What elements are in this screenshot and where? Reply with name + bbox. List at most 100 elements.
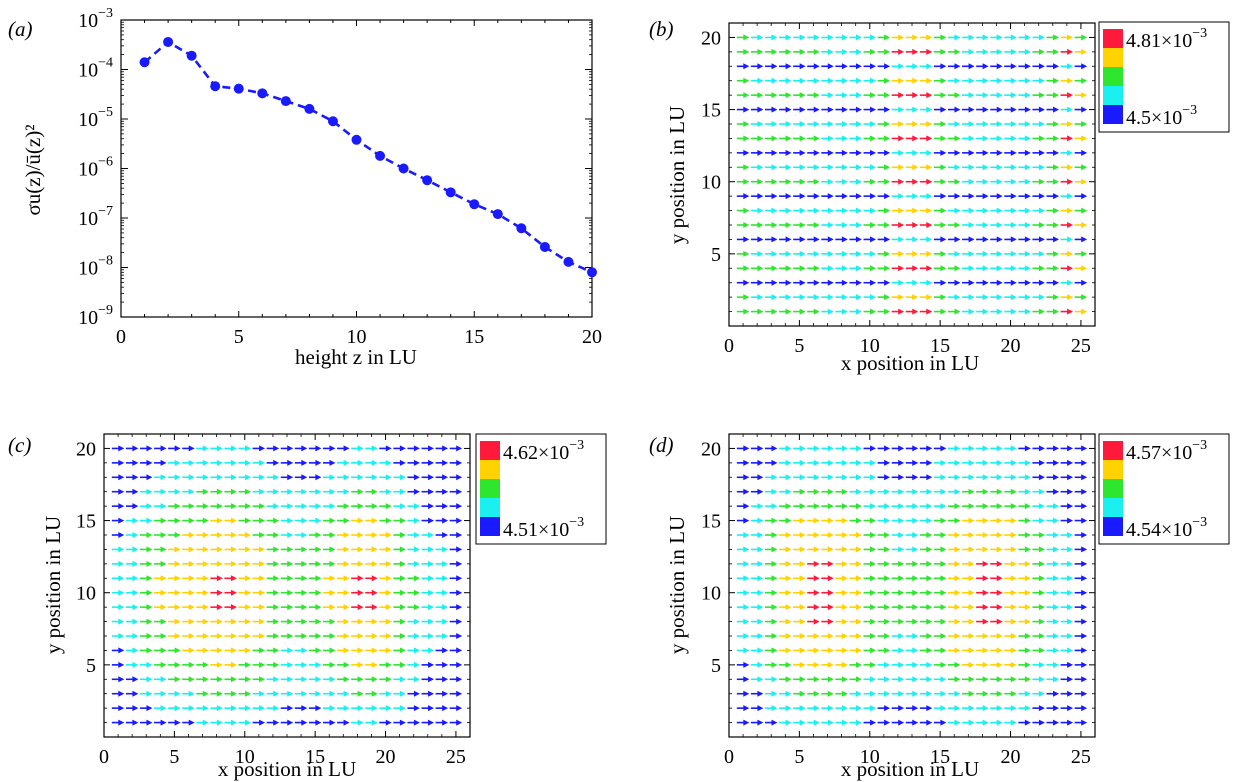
vector-head [898,532,905,538]
vector-head [968,633,975,639]
vector-head [442,575,449,582]
vector-head [230,633,237,639]
vector-head [940,236,947,243]
vector-head [1081,294,1088,301]
vector-head [230,560,237,567]
vector-head [827,474,834,481]
vector-head [996,135,1003,142]
vector-head [771,63,778,70]
vector-head [827,236,834,243]
vector-head [940,193,947,200]
vector-head [1024,92,1031,99]
vector-head [273,546,280,553]
vector-head [1038,106,1045,113]
vector-head [743,690,750,697]
vector-head [287,503,294,510]
vector-head [442,705,449,712]
vector-head [841,676,848,683]
vector-head [1053,546,1060,553]
vector-head [968,236,975,243]
y-tick-label: 20 [701,27,721,49]
vector-head [202,690,209,697]
vector-head [799,250,806,257]
vector-head [202,517,209,524]
vector-head [855,265,862,272]
vector-head [146,445,153,452]
vector-head [813,236,820,243]
panel-c-field [111,445,463,726]
vector-head [1053,135,1060,142]
vector-head [771,676,778,683]
vector-head [216,661,223,668]
vector-head [245,647,252,654]
vector-head [146,459,153,466]
vector-head [884,63,891,70]
vector-head [841,445,848,452]
vector-head [259,532,266,538]
vector-head [1053,265,1060,272]
vector-head [273,589,280,596]
vector-head [996,294,1003,301]
vector-head [1038,517,1045,524]
vector-head [1038,532,1045,538]
vector-head [799,279,806,286]
vector-head [1053,63,1060,70]
vector-head [146,719,153,726]
vector-head [841,236,848,243]
vector-head [827,135,834,142]
y-tick-label: 10 [701,172,721,194]
vector-head [855,193,862,200]
vector-head [813,546,820,553]
vector-head [259,604,266,611]
vector-head [884,34,891,41]
vector-head [428,474,435,481]
vector-head [757,265,764,272]
vector-head [428,633,435,639]
vector-head [926,279,933,286]
vector-head [1024,575,1031,582]
vector-head [757,222,764,228]
vector-head [940,618,947,625]
vector-head [146,546,153,553]
vector-head [202,445,209,452]
vector-head [1067,121,1074,127]
vector-head [245,705,252,712]
x-tick-label: 5 [234,326,244,348]
vector-head [428,705,435,712]
vector-head [1053,77,1060,84]
vector-head [855,661,862,668]
vector-head [1067,589,1074,596]
vector-head [982,474,989,481]
vector-head [954,474,961,481]
vector-head [968,488,975,495]
vector-head [357,719,364,726]
vector-head [371,661,378,668]
vector-head [855,517,862,524]
vector-head [799,690,806,697]
vector-head [160,532,167,538]
vector-head [799,474,806,481]
vector-head [301,474,308,481]
vector-head [301,575,308,582]
vector-head [315,575,322,582]
vector-head [428,517,435,524]
vector-head [1067,92,1074,99]
vector-head [982,63,989,70]
vector-head [870,546,877,553]
vector-head [160,676,167,683]
vector-head [954,575,961,582]
vector-head [357,560,364,567]
vector-head [996,34,1003,41]
vector-head [940,222,947,228]
vector-head [413,546,420,553]
vector-head [757,77,764,84]
vector-head [785,705,792,712]
vector-head [1038,250,1045,257]
vector-head [1081,705,1088,712]
vector-head [160,633,167,639]
vector-head [841,294,848,301]
vector-head [954,135,961,142]
vector-head [884,719,891,726]
vector-head [898,48,905,55]
